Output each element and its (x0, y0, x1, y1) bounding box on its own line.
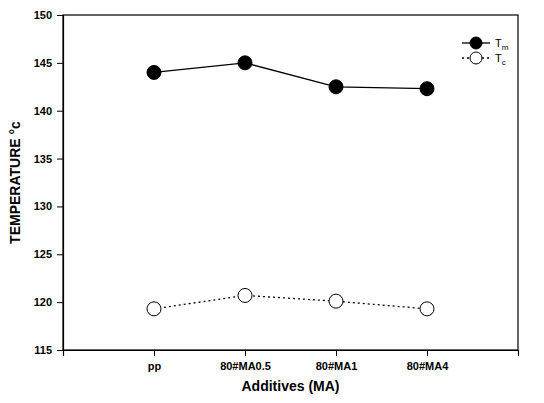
y-tick: 120 (34, 296, 63, 308)
y-tick-label: 125 (34, 248, 52, 260)
y-tick-mark (57, 159, 63, 160)
legend-marker (470, 52, 482, 64)
y-tick: 140 (34, 105, 63, 117)
plot: 115 120 125 130 135 140 145 150 pp 80#MA0.5 80#MA1… (34, 9, 519, 372)
x-tick-label: 80#MA0.5 (220, 360, 271, 372)
x-tick: 80#MA0.5 (220, 350, 271, 372)
y-tick-label: 120 (34, 296, 52, 308)
x-tick: pp (148, 350, 162, 372)
y-tick: 135 (34, 153, 63, 165)
marks (147, 56, 434, 316)
x-axis: pp 80#MA0.5 80#MA1 80#MA4 (64, 350, 519, 372)
y-tick-label: 115 (34, 344, 52, 356)
y-tick: 115 (34, 344, 63, 356)
y-tick-mark (57, 111, 63, 112)
legend: TmTc (462, 37, 509, 67)
y-tick-mark (57, 15, 63, 16)
y-tick: 150 (34, 9, 63, 21)
legend-label: Tc (495, 52, 506, 67)
x-tick-mark (154, 350, 155, 356)
plot-frame (63, 15, 518, 350)
y-axis-line (57, 16, 64, 351)
y-axis-title: TEMPERATURE °c (7, 121, 23, 244)
series-marker (147, 302, 161, 316)
y-tick-mark (57, 350, 63, 351)
x-tick-label: 80#MA1 (316, 360, 358, 372)
series-marker (238, 288, 252, 302)
y-tick-mark (57, 302, 63, 303)
y-tick-label: 140 (34, 105, 52, 117)
y-tick: 125 (34, 248, 63, 260)
series-line (154, 63, 427, 89)
legend-label: Tm (495, 37, 509, 52)
y-tick-label: 135 (34, 153, 52, 165)
y-tick: 145 (34, 57, 63, 69)
x-tick-label: 80#MA4 (407, 360, 449, 372)
series-marker (147, 65, 161, 79)
legend-entry: Tm (462, 37, 509, 52)
series-marker (329, 80, 343, 94)
x-tick-label: pp (148, 360, 162, 372)
legend-marker (470, 37, 482, 49)
series-marker (238, 56, 252, 70)
series-marker (420, 82, 434, 96)
x-tick-mark (245, 350, 246, 356)
y-tick-mark (57, 63, 63, 64)
x-axis-line (64, 351, 519, 357)
chart: 115 120 125 130 135 140 145 150 pp 80#MA0.5 80#MA1… (0, 0, 544, 403)
y-tick-label: 150 (34, 9, 52, 21)
x-tick: 80#MA4 (407, 350, 449, 372)
x-axis-title: Additives (MA) (242, 378, 340, 394)
series-marker (420, 302, 434, 316)
series-marker (329, 294, 343, 308)
y-tick-label: 145 (34, 57, 52, 69)
y-tick: 130 (34, 200, 63, 212)
x-tick-mark (336, 350, 337, 356)
y-tick-mark (57, 206, 63, 207)
legend-entry: Tc (462, 52, 506, 67)
x-tick-mark (427, 350, 428, 356)
y-axis: 115 120 125 130 135 140 145 150 (34, 9, 64, 356)
y-tick-mark (57, 254, 63, 255)
x-tick: 80#MA1 (316, 350, 358, 372)
series-line (154, 295, 427, 308)
y-tick-label: 130 (34, 200, 52, 212)
